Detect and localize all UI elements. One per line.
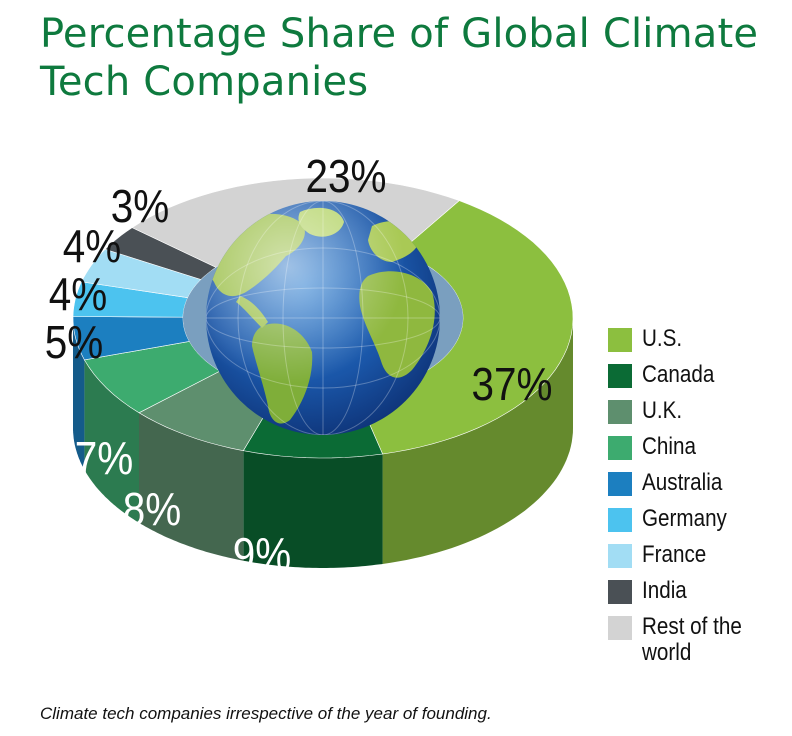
data-label-france: 4%: [63, 222, 121, 273]
legend-item-germany: Germany: [608, 506, 788, 542]
legend-item-canada: Canada: [608, 362, 788, 398]
legend-label: China: [642, 433, 696, 460]
legend-label: France: [642, 541, 707, 568]
legend-swatch: [608, 508, 632, 532]
legend-label: U.S.: [642, 325, 683, 352]
legend-label: U.K.: [642, 397, 683, 424]
legend-swatch: [608, 364, 632, 388]
legend-swatch: [608, 400, 632, 424]
data-label-u-k: 8%: [123, 485, 181, 536]
legend-swatch: [608, 580, 632, 604]
legend-label: Australia: [642, 469, 723, 496]
legend-swatch: [608, 616, 632, 640]
legend-label: Germany: [642, 505, 727, 532]
data-label-canada: 9%: [233, 530, 291, 581]
slice-side-canada: [243, 450, 383, 568]
legend-item-u-s: U.S.: [608, 326, 788, 362]
data-label-india: 3%: [111, 182, 169, 233]
slice-side-u-k: [139, 412, 244, 561]
legend-item-australia: Australia: [608, 470, 788, 506]
legend-item-rest-of-the-world: Rest of the world: [608, 614, 788, 670]
caption: Climate tech companies irrespective of t…: [40, 704, 492, 723]
legend-item-india: India: [608, 578, 788, 614]
slice-side-australia: [73, 318, 85, 470]
data-label-rest-of-the-world: 23%: [305, 152, 386, 203]
legend: U.S. Canada U.K. China Australia Germany Franc…: [608, 326, 788, 670]
legend-label: India: [642, 577, 687, 604]
legend-swatch: [608, 472, 632, 496]
chart-title: Percentage Share of Global Climate Tech …: [40, 11, 759, 105]
legend-item-u-k: U.K.: [608, 398, 788, 434]
data-label-china: 7%: [75, 434, 133, 485]
legend-label: Canada: [642, 361, 715, 388]
legend-label: Rest of the world: [642, 613, 742, 666]
slice-side-u-s: [382, 318, 573, 564]
globe-illustration: [206, 201, 440, 435]
legend-item-france: France: [608, 542, 788, 578]
slice-side-china: [84, 359, 139, 523]
legend-item-china: China: [608, 434, 788, 470]
data-label-australia: 5%: [45, 318, 103, 369]
legend-swatch: [608, 544, 632, 568]
legend-swatch: [608, 436, 632, 460]
data-label-u-s: 37%: [471, 360, 552, 411]
legend-swatch: [608, 328, 632, 352]
data-label-germany: 4%: [49, 270, 107, 321]
